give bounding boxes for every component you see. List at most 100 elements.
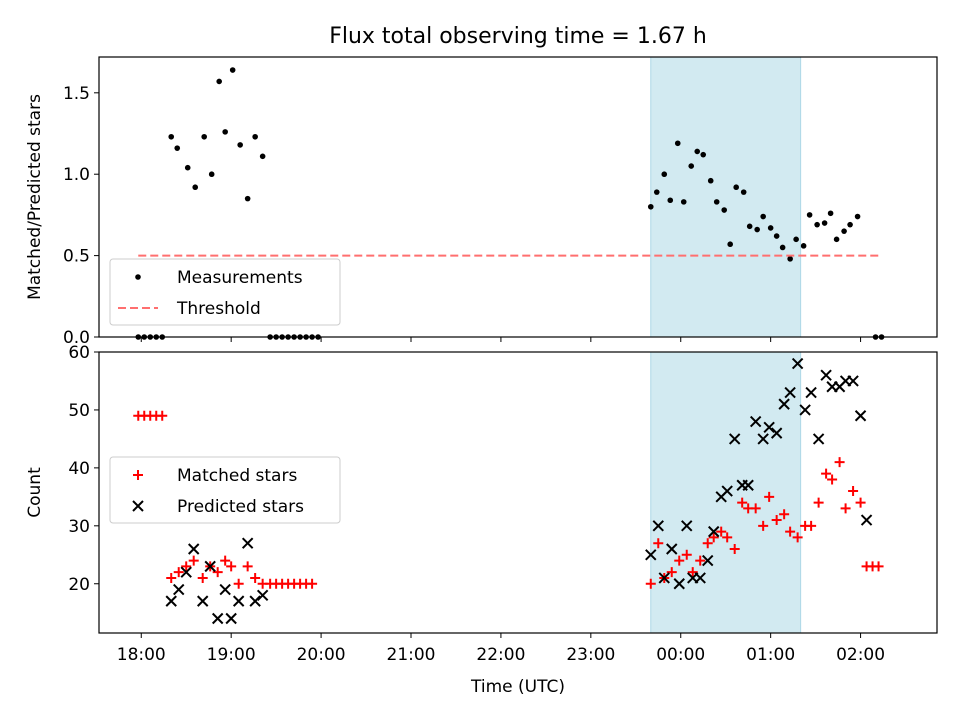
x-axis-label: Time (UTC): [470, 677, 565, 697]
matched-point: [855, 497, 866, 508]
matched-point: [771, 515, 782, 526]
x-tick-label: 00:00: [656, 645, 705, 665]
legend-dot-icon: [135, 274, 141, 280]
matched-point: [737, 497, 748, 508]
measurement-point: [833, 236, 840, 243]
matched-point: [729, 543, 740, 554]
measurement-point: [827, 210, 834, 217]
series-matched-stars: [133, 410, 884, 589]
y-tick-label: 30: [68, 517, 90, 537]
predicted-point: [721, 485, 733, 497]
measurement-point: [653, 189, 660, 195]
predicted-point: [694, 572, 706, 584]
y-axis-label: Count: [25, 467, 45, 518]
predicted-point: [196, 595, 209, 607]
matched-point: [681, 549, 692, 560]
predicted-point: [256, 589, 269, 602]
matched-point: [716, 526, 727, 537]
matched-point: [779, 509, 790, 520]
matched-point: [666, 567, 677, 578]
measurement-point: [680, 199, 687, 205]
measurement-point: [760, 213, 766, 220]
legend: Measurements Threshold: [109, 258, 341, 326]
predicted-point: [673, 578, 685, 590]
y-tick-label: 60: [68, 343, 90, 363]
y-tick-label: 0.0: [63, 328, 90, 348]
measurement-point: [700, 151, 707, 158]
plot-frame: [98, 351, 938, 634]
matched-point: [653, 538, 664, 549]
measurement-point: [713, 199, 720, 205]
x-tick-label: 23:00: [566, 645, 615, 665]
matched-point: [750, 503, 761, 514]
predicted-point: [854, 410, 867, 422]
legend-x-icon: [132, 500, 144, 512]
measurement-point: [727, 241, 733, 248]
matched-point: [173, 567, 184, 578]
measurement-point: [661, 171, 668, 178]
predicted-point: [666, 543, 678, 555]
legend-box: [109, 258, 341, 326]
matched-point: [212, 567, 223, 578]
measurement-point: [814, 221, 820, 228]
predicted-point: [165, 595, 177, 607]
measurement-point: [674, 140, 681, 147]
legend-plus-icon: [133, 470, 143, 480]
matched-point: [827, 474, 838, 485]
matched-point: [806, 520, 817, 531]
predicted-point: [681, 520, 693, 532]
measurement-point: [800, 243, 807, 249]
measurement-point: [208, 171, 215, 178]
y-tick-label: 0.5: [63, 247, 90, 267]
measurement-point: [259, 153, 266, 160]
predicted-point: [225, 612, 237, 625]
measurement-point: [201, 133, 207, 140]
series-predicted-stars: [165, 357, 873, 625]
matched-point: [722, 532, 733, 543]
measurement-point: [721, 207, 728, 213]
measurement-point: [746, 223, 753, 230]
measurement-point: [847, 221, 853, 228]
measurement-point: [667, 197, 674, 204]
matched-point: [242, 561, 253, 572]
measurement-point: [252, 133, 258, 140]
matched-point: [307, 578, 318, 589]
x-tick-label: 20:00: [297, 645, 346, 665]
predicted-point: [173, 583, 185, 596]
y-tick-label: 1.0: [63, 165, 90, 185]
predicted-point: [791, 357, 804, 370]
measurement-point: [229, 67, 236, 73]
chart-title: Flux total observing time = 1.67 h: [329, 24, 707, 49]
matched-point: [821, 468, 832, 479]
predicted-point: [180, 566, 192, 578]
predicted-point: [241, 537, 254, 549]
predicted-point: [211, 612, 224, 625]
legend-label: Measurements: [177, 268, 303, 288]
shaded-interval: [650, 56, 802, 338]
predicted-point: [847, 375, 859, 387]
x-tick-label: 19:00: [207, 645, 256, 665]
measurement-point: [216, 78, 222, 85]
x-tick-label: 22:00: [476, 645, 525, 665]
panel-2: 20 30 40 50 60 18:00 19:00 20:00 21:00 22:00 23:00…: [25, 343, 938, 665]
panel-1: 0.0 0.5 1.0 1.5 Matched/Predicted stars Measu…: [25, 56, 938, 348]
predicted-point: [702, 554, 714, 567]
legend-label: Matched stars: [177, 466, 297, 486]
x-tick-label: 18:00: [117, 645, 166, 665]
measurement-point: [779, 244, 786, 251]
measurement-point: [787, 256, 793, 262]
predicted-point: [812, 433, 825, 445]
predicted-point: [188, 543, 200, 555]
measurement-point: [767, 225, 774, 231]
legend: Matched stars Predicted stars: [109, 456, 341, 524]
measurement-point: [168, 133, 175, 140]
predicted-point: [742, 479, 754, 491]
matched-point: [764, 491, 775, 502]
matched-point: [645, 578, 656, 589]
measurement-point: [647, 203, 654, 210]
plot-frame: [98, 56, 938, 338]
matched-point: [181, 561, 192, 572]
matched-point: [166, 572, 177, 583]
measurement-point: [174, 145, 181, 151]
